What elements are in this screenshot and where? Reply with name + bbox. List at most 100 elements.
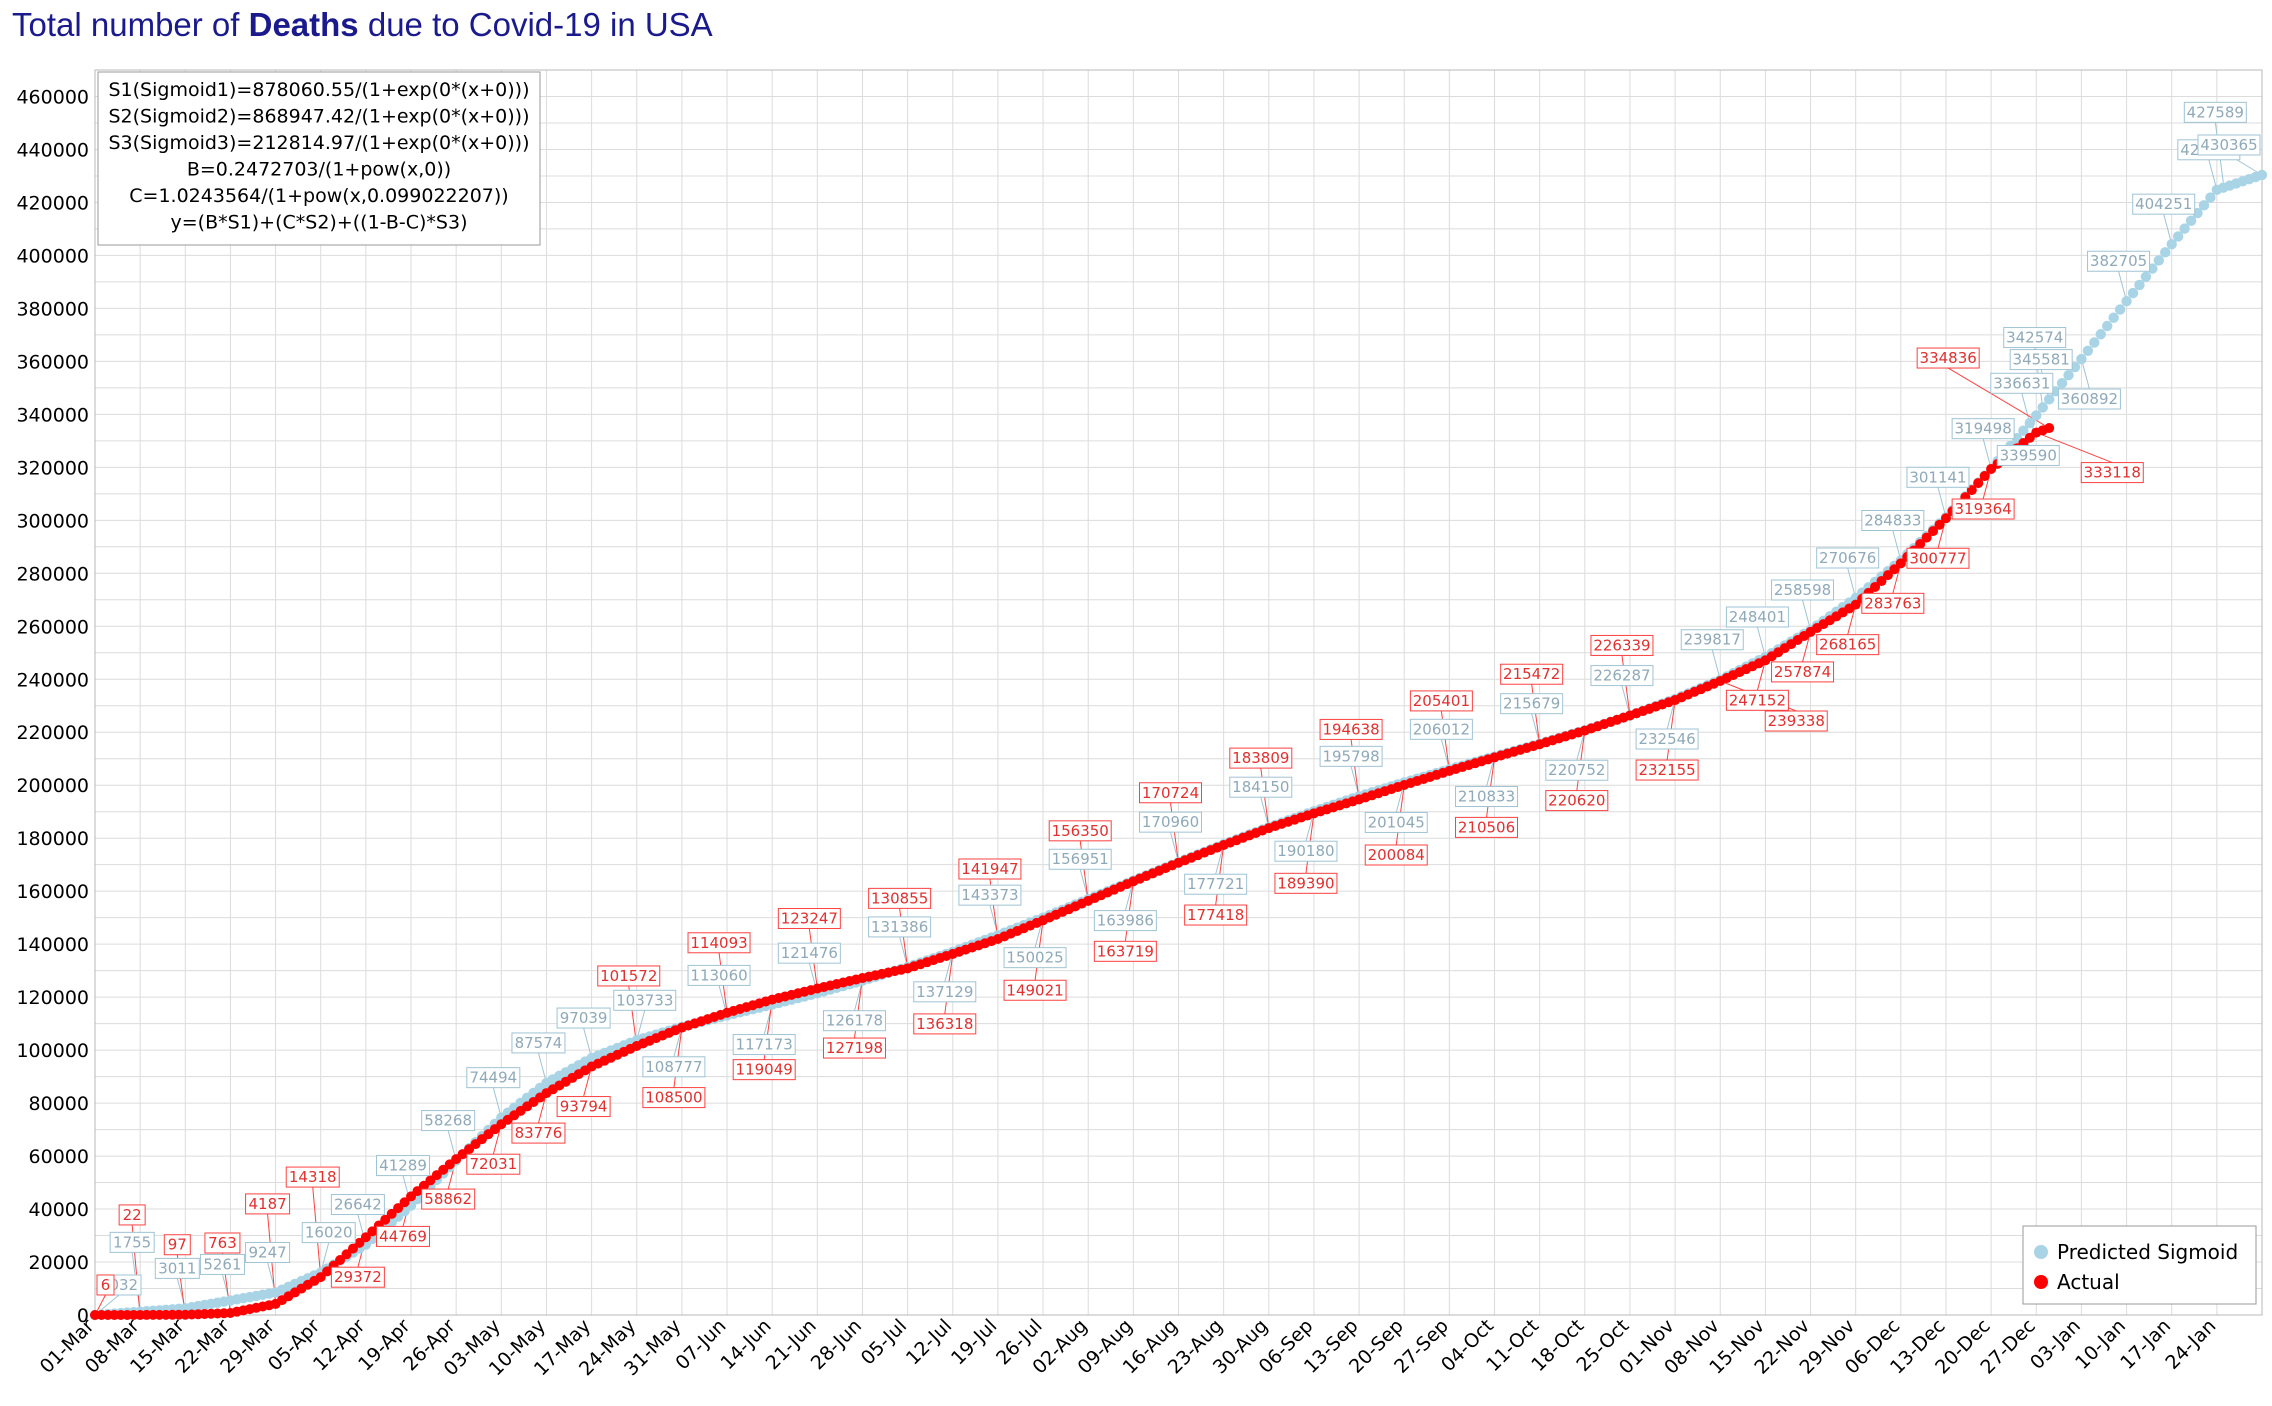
x-tick-label: 21-Jun bbox=[762, 1315, 821, 1374]
actual-data-label: 333118 bbox=[2084, 464, 2141, 482]
predicted-data-label: 215679 bbox=[1503, 695, 1560, 713]
actual-label-box bbox=[421, 1188, 476, 1210]
actual-point bbox=[1889, 564, 1900, 575]
predicted-data-label: 284833 bbox=[1864, 511, 1921, 529]
actual-data-label: 83776 bbox=[515, 1124, 563, 1142]
predicted-label-box bbox=[421, 1110, 476, 1132]
formula-line: S3(Sigmoid3)=212814.97/(1+exp(0*(x+0))) bbox=[109, 132, 530, 154]
actual-data-label: 210506 bbox=[1458, 818, 1515, 836]
predicted-data-label: 163986 bbox=[1097, 912, 1154, 930]
predicted-label-box bbox=[2197, 134, 2261, 156]
predicted-label-box bbox=[613, 989, 677, 1011]
predicted-label-box bbox=[2057, 388, 2121, 410]
predicted-data-label: 117173 bbox=[736, 1036, 793, 1054]
predicted-point bbox=[2198, 200, 2210, 211]
actual-leader-line bbox=[1982, 468, 1992, 500]
actual-point bbox=[1979, 471, 1990, 482]
predicted-point bbox=[2153, 255, 2165, 266]
formula-box: S1(Sigmoid1)=878060.55/(1+exp(0*(x+0))) S… bbox=[97, 71, 541, 246]
predicted-data-label: 150025 bbox=[1006, 949, 1063, 967]
predicted-label-box bbox=[913, 981, 977, 1003]
predicted-label-box bbox=[1725, 606, 1789, 628]
predicted-point bbox=[2082, 345, 2094, 356]
actual-leader-line bbox=[537, 1092, 547, 1124]
predicted-label-box bbox=[1990, 372, 2054, 394]
actual-label-box bbox=[1816, 634, 1880, 656]
actual-point bbox=[341, 1249, 352, 1260]
predicted-point bbox=[2089, 337, 2100, 348]
actual-data-label: 58862 bbox=[424, 1190, 472, 1208]
actual-label-box bbox=[1139, 782, 1202, 804]
actual-label-box bbox=[868, 887, 932, 909]
predicted-label-box bbox=[376, 1155, 431, 1177]
actual-label-box bbox=[511, 1122, 566, 1144]
predicted-data-label: 113060 bbox=[690, 966, 747, 984]
predicted-point bbox=[2056, 378, 2068, 389]
predicted-label-box bbox=[868, 916, 932, 938]
formula-line: y=(B*S1)+(C*S2)+((1-B-C)*S3) bbox=[171, 212, 468, 234]
actual-point bbox=[1934, 519, 1945, 530]
actual-data-label: 156350 bbox=[1052, 822, 1109, 840]
actual-data-label: 257874 bbox=[1774, 663, 1831, 681]
actual-label-box bbox=[1590, 634, 1654, 656]
predicted-data-label: 270676 bbox=[1819, 549, 1876, 567]
predicted-label-box bbox=[1951, 418, 2015, 440]
predicted-point bbox=[2256, 169, 2268, 181]
predicted-data-label: 404251 bbox=[2135, 195, 2192, 213]
predicted-label-box bbox=[777, 942, 841, 964]
y-tick-label: 140000 bbox=[16, 934, 89, 956]
actual-label-box bbox=[1916, 347, 1980, 369]
actual-data-label: 44769 bbox=[379, 1227, 427, 1245]
actual-data-label: 93794 bbox=[560, 1098, 608, 1116]
predicted-data-label: 201045 bbox=[1368, 813, 1425, 831]
actual-label-box bbox=[1861, 592, 1925, 614]
predicted-label-box bbox=[1409, 718, 1473, 740]
predicted-label-box bbox=[2087, 250, 2151, 272]
predicted-data-label: 319498 bbox=[1954, 420, 2011, 438]
y-tick-label: 380000 bbox=[16, 298, 89, 320]
x-tick-label: 17-Jan bbox=[2116, 1315, 2175, 1374]
x-tick-label: 03-Jan bbox=[2026, 1315, 2085, 1374]
predicted-label-box bbox=[1048, 848, 1112, 870]
actual-label-box bbox=[1906, 547, 1970, 569]
actual-label-box bbox=[1274, 872, 1338, 894]
predicted-data-label: 170960 bbox=[1142, 813, 1199, 831]
predicted-data-label: 3011 bbox=[158, 1259, 196, 1277]
predicted-data-label: 143373 bbox=[961, 886, 1018, 904]
actual-label-box bbox=[1725, 689, 1789, 711]
predicted-label-box bbox=[1996, 444, 2060, 466]
legend-label-predicted: Predicted Sigmoid bbox=[2057, 1240, 2238, 1264]
actual-label-box bbox=[204, 1232, 241, 1254]
y-tick-label: 280000 bbox=[16, 563, 89, 585]
predicted-label-box bbox=[1139, 811, 1202, 833]
actual-data-label: 6 bbox=[101, 1276, 111, 1294]
actual-label-box bbox=[597, 965, 661, 987]
legend-frame bbox=[2022, 1225, 2257, 1305]
x-tick-label: 24-Jan bbox=[2161, 1315, 2220, 1374]
predicted-data-label: 248401 bbox=[1729, 608, 1786, 626]
actual-data-label: 72031 bbox=[469, 1155, 517, 1173]
actual-point bbox=[335, 1254, 346, 1265]
y-tick-label: 100000 bbox=[16, 1040, 89, 1062]
actual-data-label: 200084 bbox=[1368, 846, 1425, 864]
title-prefix: Total number of bbox=[12, 6, 249, 43]
predicted-point bbox=[2043, 394, 2055, 405]
actual-label-box bbox=[2080, 462, 2144, 484]
predicted-label-box bbox=[1816, 547, 1880, 569]
predicted-label-box bbox=[1184, 873, 1248, 895]
predicted-label-box bbox=[2132, 193, 2196, 215]
predicted-label-box bbox=[1680, 629, 1744, 651]
y-tick-label: 40000 bbox=[29, 1199, 89, 1221]
predicted-label-box bbox=[1590, 665, 1654, 687]
formula-line: S1(Sigmoid1)=878060.55/(1+exp(0*(x+0))) bbox=[109, 79, 530, 101]
y-tick-label: 220000 bbox=[16, 722, 89, 744]
formula-line: B=0.2472703/(1+pow(x,0)) bbox=[187, 159, 451, 181]
actual-label-box bbox=[1635, 759, 1699, 781]
legend-label-actual: Actual bbox=[2057, 1270, 2120, 1294]
predicted-point bbox=[2108, 312, 2119, 323]
predicted-data-label: 360892 bbox=[2061, 390, 2118, 408]
predicted-point bbox=[2063, 369, 2074, 381]
actual-data-label: 232155 bbox=[1638, 761, 1695, 779]
formula-line: C=1.0243564/(1+pow(x,0.099022207)) bbox=[129, 185, 508, 207]
